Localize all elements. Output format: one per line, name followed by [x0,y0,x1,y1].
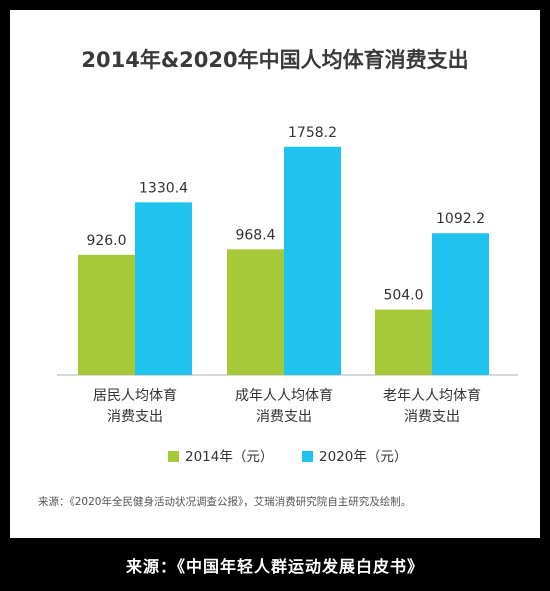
data-label: 1330.4 [139,180,188,196]
category-label: 消费支出 [256,409,312,425]
chart-title: 2014年&2020年中国人均体育消费支出 [81,48,469,72]
category-label: 成年人人均体育 [235,388,333,404]
source-note: 来源：《2020年全民健身活动状况调查公报》，艾瑞消费研究院自主研究及绘制。 [38,496,412,508]
bar-2014-2 [227,249,284,375]
caption-bar: 来源：《中国年轻人群运动发展白皮书》 [0,538,550,591]
legend-swatch-2020 [302,451,313,462]
bar-2020-2 [284,146,341,375]
data-label: 504.0 [383,288,423,304]
category-label: 居民人均体育 [93,388,177,404]
legend-label: 2014年（元） [185,449,273,465]
bar-2014-1 [78,254,135,375]
category-label: 老年人人均体育 [383,388,481,404]
data-label: 926.0 [86,233,126,249]
legend-label: 2020年（元） [319,449,407,465]
data-label: 968.4 [235,227,275,243]
chart-card: 2014年&2020年中国人均体育消费支出 926.0 1330.4 居民人均体育消… [10,10,540,538]
caption-text: 来源：《中国年轻人群运动发展白皮书》 [125,557,424,576]
category-label: 消费支出 [404,409,460,425]
bar-2014-3 [375,309,432,375]
data-label: 1758.2 [288,125,337,141]
bar-2020-1 [135,202,192,375]
legend-swatch-2014 [168,451,179,462]
bar-2020-3 [432,233,489,375]
category-label: 消费支出 [107,409,163,425]
data-label: 1092.2 [436,211,485,227]
bar-chart: 926.01330.4居民人均体育消费支出968.41758.2成年人人均体育消… [57,125,518,465]
